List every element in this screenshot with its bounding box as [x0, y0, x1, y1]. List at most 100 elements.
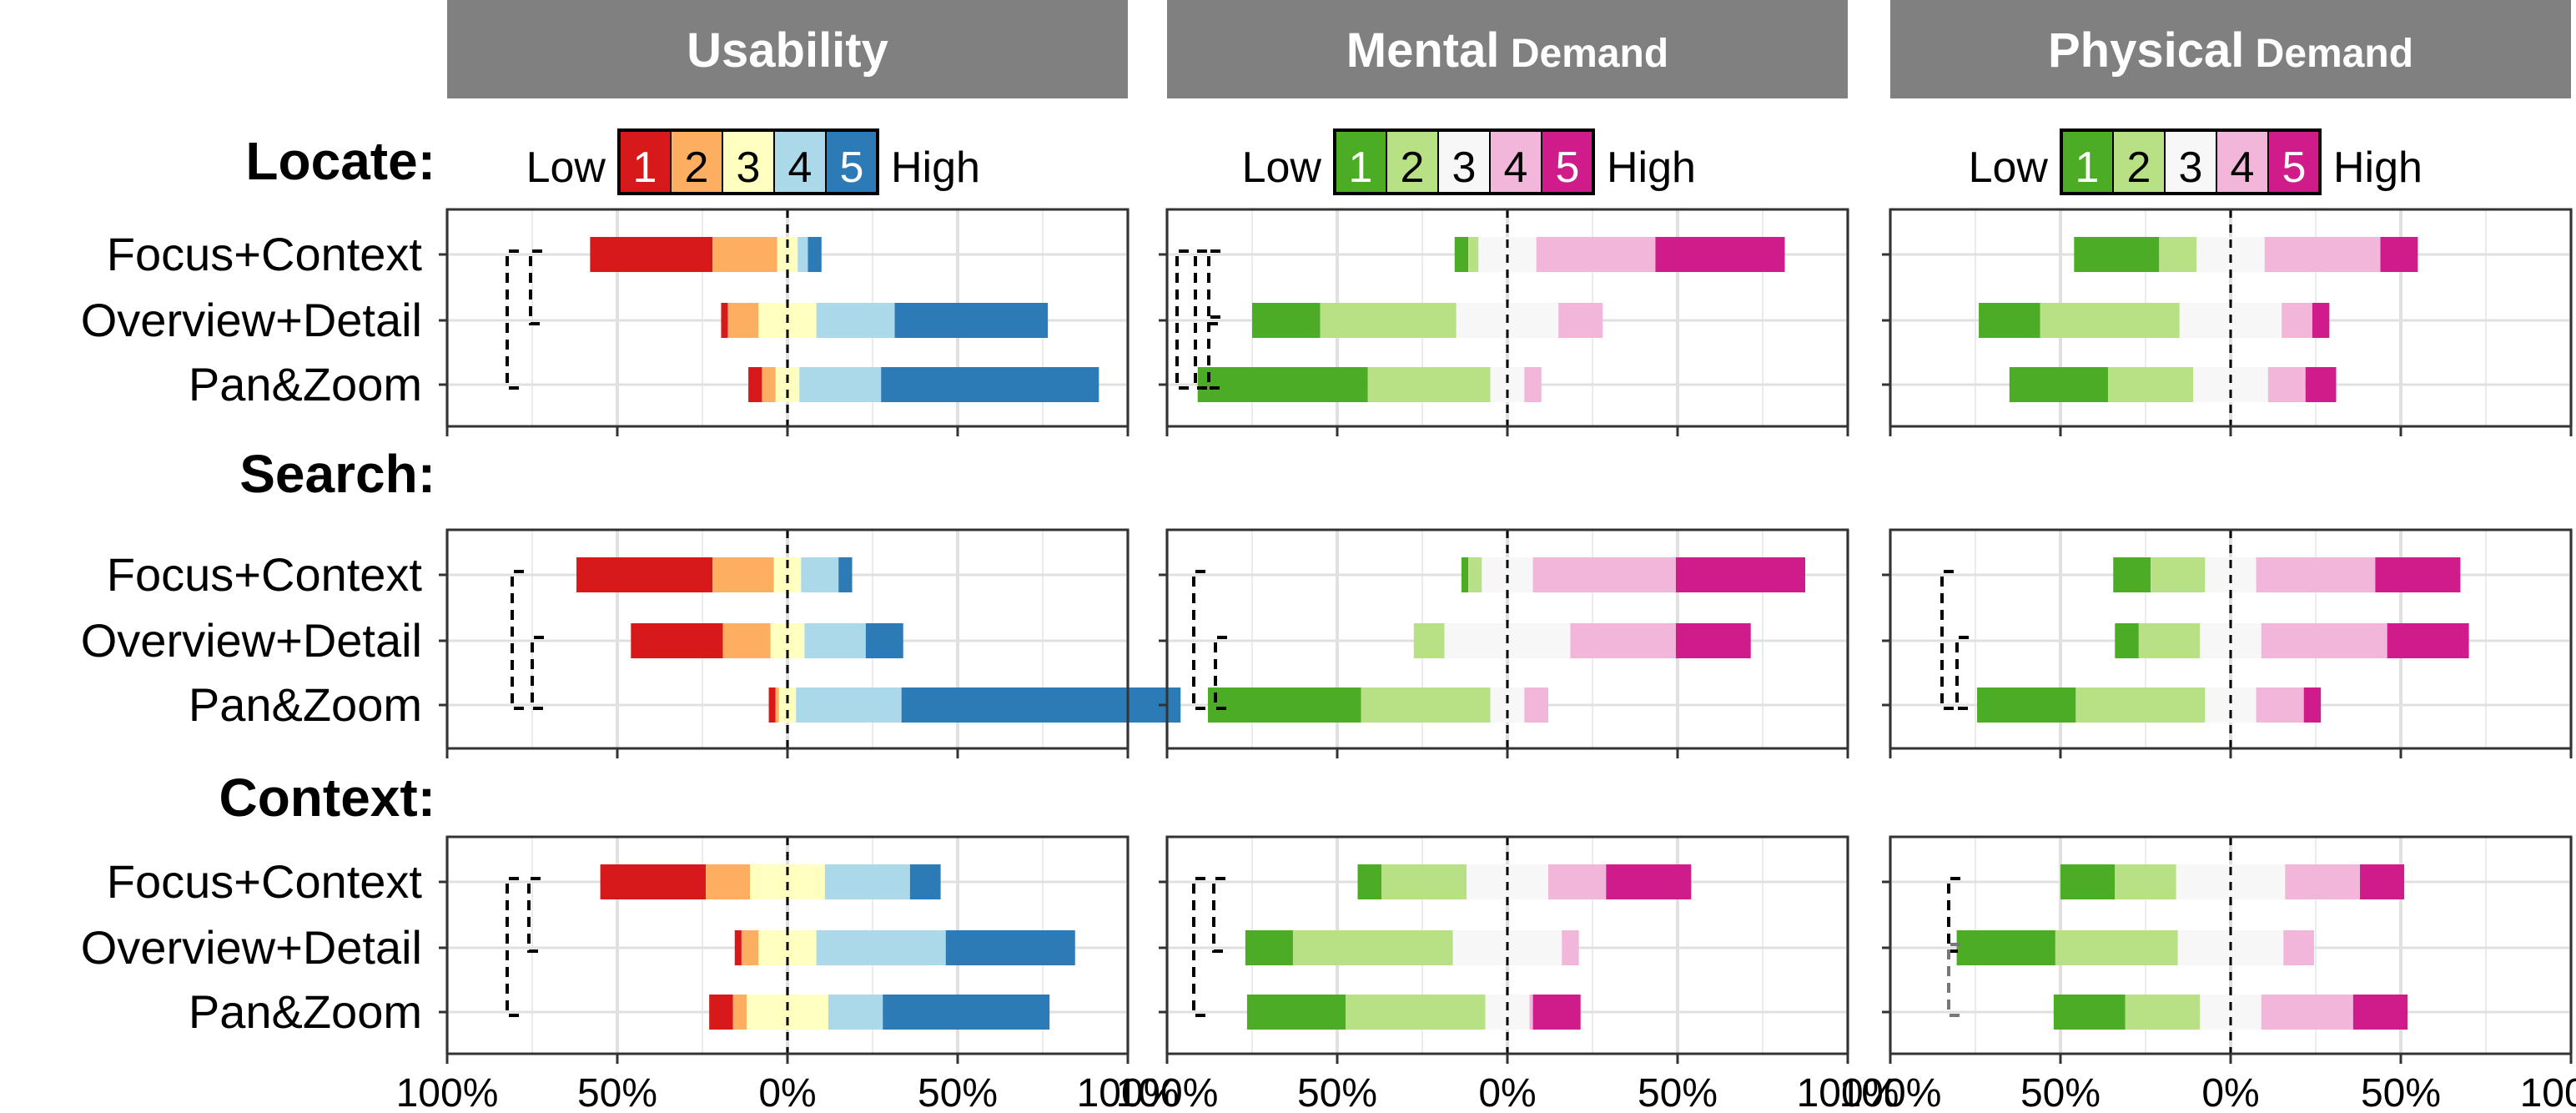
bar-segment: [1468, 237, 1479, 272]
bar-segment: [748, 367, 762, 402]
bar-segment: [816, 930, 946, 965]
legend-low-label: Low: [1969, 144, 2049, 192]
bar-segment: [1346, 995, 1486, 1030]
header-mental-title: Mental Demand: [1346, 23, 1668, 78]
bar-segment: [727, 303, 759, 338]
bar-segment: [2053, 995, 2126, 1030]
bar-segment: [2387, 623, 2469, 658]
bar-segment: [2159, 237, 2197, 272]
legend-code-5: 5: [840, 144, 864, 192]
bar-segment: [1532, 557, 1676, 592]
legend-low-label: Low: [1242, 144, 1322, 192]
bar-segment: [894, 303, 1049, 338]
legend-high-label: High: [2333, 144, 2423, 192]
legend-frame: [1333, 128, 1595, 195]
header-rest-part: Demand: [1499, 32, 1668, 76]
significance-bracket: [527, 877, 541, 953]
bar-segment: [838, 557, 853, 592]
bar-segment: [1570, 623, 1676, 658]
legend-swatch-2: [1386, 129, 1439, 194]
bar-segment: [901, 687, 1181, 723]
legend-swatch-4: [1489, 129, 1542, 194]
significance-bracket: [1207, 249, 1220, 325]
bar-segment: [865, 623, 903, 658]
bar-segment: [945, 930, 1075, 965]
bar-segment: [1536, 237, 1656, 272]
bar-segment: [778, 687, 797, 723]
bar-segment: [1524, 367, 1542, 402]
x-tick-label: 100%: [1797, 1071, 1899, 1113]
bar-segment: [2285, 864, 2361, 899]
legend-code-5: 5: [2282, 144, 2307, 192]
x-tick-label: 50%: [2361, 1071, 2441, 1113]
x-tick-label: 50%: [918, 1071, 998, 1113]
bar-segment: [722, 623, 771, 658]
technique-label: Pan&Zoom: [189, 678, 422, 731]
bar-segment: [1529, 995, 1533, 1030]
significance-bracket: [1940, 570, 1954, 710]
bar-segment: [732, 995, 747, 1030]
bar-segment: [2151, 557, 2206, 592]
bar-segment: [1547, 864, 1607, 899]
x-tick-label: 50%: [1297, 1071, 1377, 1113]
significance-bracket: [1194, 249, 1207, 390]
technique-label: Focus+Context: [107, 855, 423, 908]
bar-segment: [1413, 623, 1445, 658]
bar-segment: [1361, 687, 1491, 723]
bar-segment: [1562, 930, 1579, 965]
bar-segment: [2264, 237, 2381, 272]
legend-high-label: High: [891, 144, 980, 192]
technique-label: Overview+Detail: [81, 294, 422, 346]
text-layer: Usability Mental Demand Physical DemandLow…: [81, 23, 2576, 1113]
bar-segment: [2267, 367, 2306, 402]
bar-segment: [762, 367, 776, 402]
bar-segment: [2375, 557, 2461, 592]
x-tick-label: 0%: [2201, 1071, 2259, 1113]
x-tick-label: 50%: [2020, 1071, 2101, 1113]
bar-segment: [1357, 864, 1382, 899]
legend-code-2: 2: [2127, 144, 2151, 192]
legend-swatch-3: [2164, 129, 2217, 194]
legend-code-4: 4: [2231, 144, 2255, 192]
bar-segment: [2283, 930, 2314, 965]
bar-segment: [2055, 930, 2178, 965]
bar-segment: [768, 687, 776, 723]
bar-segment: [2009, 367, 2109, 402]
technique-label: Focus+Context: [107, 548, 423, 601]
bar-segment: [909, 864, 941, 899]
bar-segment: [734, 930, 742, 965]
bar-segment: [1320, 303, 1457, 338]
significance-bracket: [1212, 877, 1225, 953]
significance-bracket: [506, 249, 519, 390]
bar-segment: [1252, 303, 1321, 338]
header-rest-part: Demand: [2244, 32, 2413, 76]
legend-code-1: 1: [633, 144, 657, 192]
bar-segment: [2256, 687, 2304, 723]
legend-swatch-4: [2216, 129, 2269, 194]
bar-segment: [816, 303, 895, 338]
bar-segment: [1245, 930, 1293, 965]
technique-label: Pan&Zoom: [189, 358, 422, 410]
legend-code-4: 4: [788, 144, 813, 192]
significance-bracket: [1207, 315, 1220, 390]
legend-code-2: 2: [685, 144, 709, 192]
bar-segment: [883, 995, 1050, 1030]
bar-segment: [804, 623, 866, 658]
bar-segment: [721, 303, 728, 338]
bar-segment: [808, 237, 822, 272]
bar-segment: [1454, 237, 1469, 272]
technique-label: Overview+Detail: [81, 614, 422, 667]
bar-segment: [2352, 995, 2408, 1030]
header-physical-box: [1890, 0, 2571, 98]
bar-segment: [2125, 995, 2201, 1030]
bar-segment: [1461, 557, 1469, 592]
bar-segment: [2040, 303, 2180, 338]
bar-segment: [1675, 557, 1805, 592]
x-tick-label: 50%: [577, 1071, 657, 1113]
bar-segment: [2113, 557, 2151, 592]
legend-code-3: 3: [737, 144, 761, 192]
significance-bracket: [1192, 570, 1205, 710]
bar-segment: [2312, 303, 2330, 338]
bar-segment: [2060, 864, 2116, 899]
bar-segment: [801, 557, 839, 592]
